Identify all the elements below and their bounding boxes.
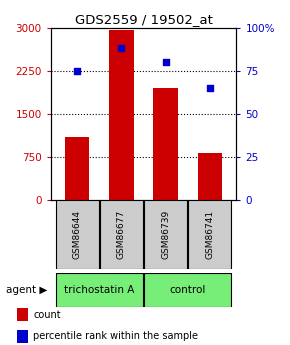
- Bar: [17, 330, 28, 343]
- Point: [208, 85, 212, 91]
- Bar: [144, 273, 231, 307]
- Text: control: control: [170, 285, 206, 295]
- Title: GDS2559 / 19502_at: GDS2559 / 19502_at: [75, 13, 213, 27]
- Text: trichostatin A: trichostatin A: [64, 285, 135, 295]
- Bar: [56, 200, 99, 269]
- Text: GSM86741: GSM86741: [205, 210, 214, 259]
- Point: [119, 46, 124, 51]
- Bar: [109, 30, 134, 200]
- Text: GSM86644: GSM86644: [73, 210, 82, 259]
- Point: [75, 68, 79, 73]
- Bar: [198, 153, 222, 200]
- Bar: [144, 200, 187, 269]
- Text: GSM86739: GSM86739: [161, 210, 170, 259]
- Bar: [56, 273, 143, 307]
- Bar: [65, 137, 89, 200]
- Bar: [17, 308, 28, 321]
- Text: agent ▶: agent ▶: [6, 285, 47, 295]
- Text: percentile rank within the sample: percentile rank within the sample: [33, 332, 198, 341]
- Point: [163, 59, 168, 65]
- Text: count: count: [33, 310, 61, 319]
- Bar: [188, 200, 231, 269]
- Text: GSM86677: GSM86677: [117, 210, 126, 259]
- Bar: [153, 88, 178, 200]
- Bar: [100, 200, 143, 269]
